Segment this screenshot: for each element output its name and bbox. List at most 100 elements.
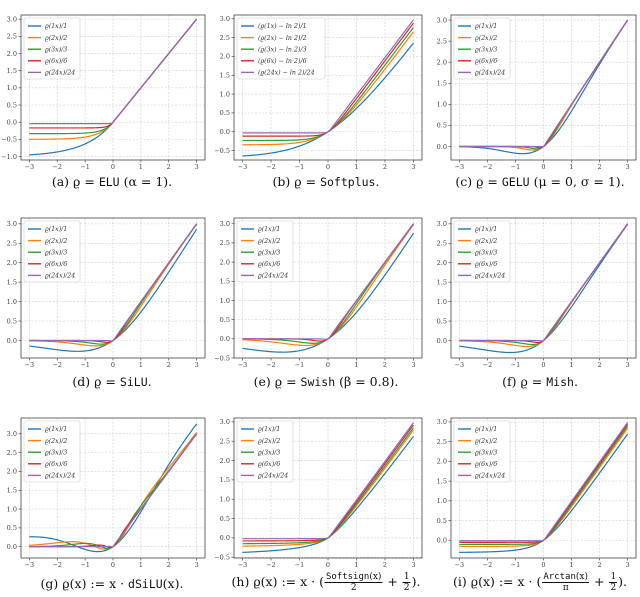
series-line--24x-24 [29, 223, 198, 342]
x-tick-label: 2 [597, 163, 601, 171]
x-tick-label: −1 [80, 561, 90, 569]
y-tick-label: 2.5 [220, 239, 230, 247]
y-tick-label: 1.5 [220, 72, 230, 80]
legend-label: ϱ(2x)/2 [45, 238, 67, 245]
x-tick-label: −1 [511, 561, 521, 569]
axes-frame [233, 417, 423, 559]
x-tick-label: −3 [25, 163, 35, 171]
fraction-arctan: Arctan(x) π [542, 572, 589, 593]
legend-label: (ϱ(2x) − ln 2)/2 [258, 35, 307, 42]
x-tick-label: 1 [569, 163, 573, 171]
y-tick-label: 1.5 [220, 476, 230, 484]
y-tick-label: 3.0 [7, 430, 17, 438]
x-tick-label: −3 [25, 561, 35, 569]
y-tick-label: 3.0 [437, 16, 447, 24]
fraction-softsign: Softsign(x) 2 [324, 572, 383, 593]
y-tick-label: 2.0 [7, 50, 17, 58]
subplot-b: −3 −2 −1 0 1 2 3 −0.5 0.0 0.5 1.0 1.5 2.0 2.5 3.0 (ϱ(1x… [214, 14, 423, 171]
y-tick-label: −0.5 [1, 136, 17, 144]
subplot-f: −3 −2 −1 0 1 2 30.00.51.01.52.02.53.0ϱ(1x)/1ϱ(… [437, 217, 637, 369]
x-tick-label: −2 [266, 361, 276, 369]
legend: ϱ(1x)/1 ϱ(2x)/2 ϱ(3x)/3 ϱ(6x)/6 ϱ(24x)/24 [453, 420, 511, 483]
y-tick-label: 2.0 [437, 259, 447, 267]
y-tick-label: 0.5 [7, 101, 17, 109]
y-tick-label: 0.0 [220, 534, 230, 542]
legend-label: ϱ(24x)/24 [45, 273, 75, 280]
legend: ϱ(1x)/1 ϱ(2x)/2 ϱ(3x)/3 ϱ(6x)/6 ϱ(24x)/24 [23, 420, 81, 483]
y-tick-label: 1.0 [7, 84, 17, 92]
legend-label: ϱ(2x)/2 [45, 438, 67, 445]
legend: ϱ(1x)/1 ϱ(2x)/2 ϱ(3x)/3 ϱ(6x)/6 ϱ(24x)/24 [236, 220, 294, 283]
x-tick-label: 0 [326, 561, 330, 569]
legend-box [236, 420, 294, 483]
legend-label: ϱ(1x)/1 [475, 23, 497, 30]
x-tick-label: 2 [383, 163, 387, 171]
x-tick-label: 2 [167, 361, 171, 369]
legend-label: ϱ(24x)/24 [475, 70, 505, 77]
x-tick-label: −1 [295, 561, 305, 569]
series-line--24x-24 [29, 433, 198, 548]
legend-label: ϱ(24x)/24 [45, 70, 75, 77]
x-tick-label: 0 [541, 561, 545, 569]
y-tick-label: 1.0 [7, 505, 17, 513]
y-tick-label: 2.0 [220, 53, 230, 61]
legend-label: ϱ(2x)/2 [475, 438, 497, 445]
legend-label: ϱ(2x)/2 [45, 35, 67, 42]
y-tick-label: 2.5 [7, 240, 17, 248]
subplot-g: −3 −2 −1 0 1 2 30.00.51.01.52.02.53.0ϱ(1x)/1ϱ(… [7, 417, 206, 569]
y-tick-label: 1.0 [437, 497, 447, 505]
x-tick-label: −2 [266, 163, 276, 171]
x-tick-label: 3 [626, 361, 630, 369]
legend-label: ϱ(3x)/3 [475, 46, 497, 53]
y-tick-label: 1.5 [437, 278, 447, 286]
x-tick-label: −2 [483, 561, 493, 569]
x-tick-label: −3 [455, 361, 465, 369]
y-tick-label: −0.5 [214, 354, 230, 362]
y-tick-label: 0.0 [7, 337, 17, 345]
x-tick-label: 0 [326, 163, 330, 171]
legend-box [23, 420, 81, 483]
x-tick-label: 0 [111, 361, 115, 369]
y-tick-label: 0.5 [437, 122, 447, 130]
legend-label: (ϱ(24x) − ln 2)/24 [258, 70, 315, 77]
y-tick-label: 3.0 [437, 220, 447, 228]
legend-label: ϱ(1x)/1 [258, 426, 280, 433]
subplot-i: −3 −2 −1 0 1 2 30.00.51.01.52.02.53.0ϱ(1x)/1ϱ(… [437, 417, 637, 569]
legend-box [23, 17, 81, 80]
x-tick-label: 3 [411, 163, 415, 171]
legend-label: ϱ(1x)/1 [45, 226, 67, 233]
y-tick-label: 2.5 [7, 449, 17, 457]
y-tick-label: 3.0 [220, 220, 230, 228]
y-tick-label: 2.5 [220, 438, 230, 446]
legend-label: ϱ(1x)/1 [258, 226, 280, 233]
legend-label: ϱ(2x)/2 [475, 35, 497, 42]
y-tick-label: 0.5 [220, 316, 230, 324]
y-tick-label: 3.0 [220, 418, 230, 426]
x-tick-label: −3 [238, 361, 248, 369]
x-tick-label: 2 [167, 163, 171, 171]
y-tick-label: −1.0 [1, 153, 17, 161]
legend: ϱ(1x)/1 ϱ(2x)/2 ϱ(3x)/3 ϱ(6x)/6 ϱ(24x)/24 [23, 220, 81, 283]
x-tick-label: 2 [597, 561, 601, 569]
y-tick-label: 1.0 [220, 297, 230, 305]
x-tick-label: 1 [569, 561, 573, 569]
x-tick-label: −2 [52, 361, 62, 369]
legend-label: ϱ(24x)/24 [45, 473, 75, 480]
subplot-e: −3 −2 −1 0 1 2 3 −0.5 0.0 0.5 1.0 1.5 2.0 2.5 3.0 ϱ(1x)… [214, 217, 423, 369]
x-tick-label: −2 [52, 163, 62, 171]
subplot-c: −3 −2 −1 0 1 2 30.00.51.01.52.02.53.0ϱ(1x)/1ϱ(… [437, 14, 637, 171]
axes-frame [450, 14, 637, 161]
x-tick-label: −2 [52, 561, 62, 569]
legend-label: ϱ(3x)/3 [475, 449, 497, 456]
x-tick-label: −3 [455, 163, 465, 171]
legend-box [453, 420, 511, 483]
x-tick-label: −1 [80, 361, 90, 369]
caption-d: (d) ϱ = SiLU. [72, 374, 152, 389]
legend-label: ϱ(2x)/2 [258, 238, 280, 245]
legend-label: ϱ(6x)/6 [45, 461, 67, 468]
series-line--24x-24 [459, 19, 629, 148]
y-tick-label: 2.5 [220, 34, 230, 42]
y-tick-label: 2.5 [437, 37, 447, 45]
